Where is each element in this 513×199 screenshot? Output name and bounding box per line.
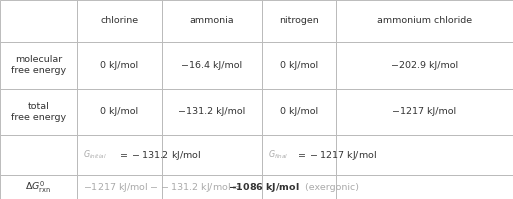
Text: ammonia: ammonia (189, 16, 234, 25)
Bar (336, 135, 513, 175)
Text: $G_\mathregular{final}$: $G_\mathregular{final}$ (268, 149, 288, 161)
Bar (262, 135, 336, 175)
Text: 0 kJ/mol: 0 kJ/mol (280, 61, 318, 70)
Bar (0, 42, 77, 89)
Bar (336, 89, 513, 135)
Bar (162, 89, 262, 135)
Bar (262, 0, 336, 42)
Text: −131.2 kJ/mol: −131.2 kJ/mol (178, 107, 245, 116)
Bar (336, 42, 513, 89)
Text: nitrogen: nitrogen (279, 16, 319, 25)
Bar (77, 135, 162, 175)
Bar (162, 135, 262, 175)
Text: $= -1217\ \mathregular{kJ/mol}$: $= -1217\ \mathregular{kJ/mol}$ (296, 149, 377, 162)
Text: 0 kJ/mol: 0 kJ/mol (100, 61, 139, 70)
Text: $\Delta G^0_\mathrm{rxn}$: $\Delta G^0_\mathrm{rxn}$ (26, 179, 51, 195)
Bar (336, 0, 513, 42)
Text: molecular
free energy: molecular free energy (11, 56, 66, 75)
Text: total
free energy: total free energy (11, 102, 66, 122)
Bar (262, 42, 336, 89)
Text: −202.9 kJ/mol: −202.9 kJ/mol (391, 61, 458, 70)
Bar (262, 175, 336, 199)
Text: ammonium chloride: ammonium chloride (377, 16, 472, 25)
Bar (77, 89, 162, 135)
Bar (0, 175, 77, 199)
Bar (162, 175, 262, 199)
Text: chlorine: chlorine (100, 16, 139, 25)
Text: $= -131.2\ \mathregular{kJ/mol}$: $= -131.2\ \mathregular{kJ/mol}$ (118, 149, 202, 162)
Text: −16.4 kJ/mol: −16.4 kJ/mol (181, 61, 242, 70)
Bar (162, 0, 262, 42)
Bar (162, 42, 262, 89)
Text: $\mathbf{-1086\ kJ/mol}$: $\mathbf{-1086\ kJ/mol}$ (228, 180, 300, 194)
Text: 0 kJ/mol: 0 kJ/mol (100, 107, 139, 116)
Bar (0, 135, 77, 175)
Bar (77, 42, 162, 89)
Text: −1217 kJ/mol: −1217 kJ/mol (392, 107, 457, 116)
Bar (0, 0, 77, 42)
Bar (336, 175, 513, 199)
Text: $G_\mathregular{initial}$: $G_\mathregular{initial}$ (83, 149, 107, 161)
Bar (77, 0, 162, 42)
Text: (exergonic): (exergonic) (302, 182, 359, 192)
Bar (0, 89, 77, 135)
Text: 0 kJ/mol: 0 kJ/mol (280, 107, 318, 116)
Text: $-1217\ \mathregular{kJ/mol} - -131.2\ \mathregular{kJ/mol} = $: $-1217\ \mathregular{kJ/mol} - -131.2\ \… (83, 180, 241, 194)
Bar (77, 175, 162, 199)
Bar (262, 89, 336, 135)
